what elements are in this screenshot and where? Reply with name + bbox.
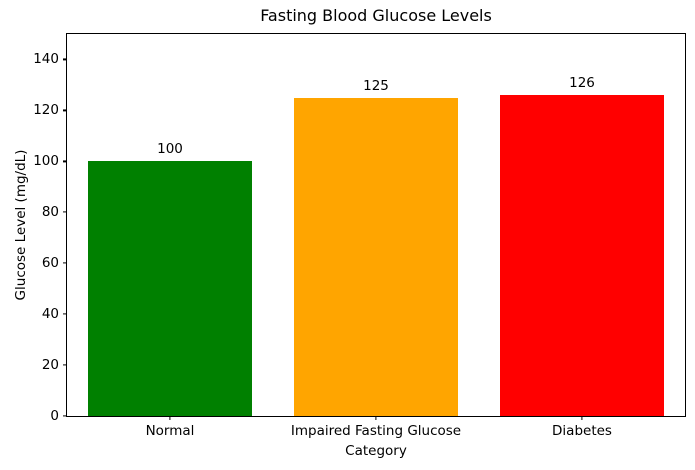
- bar-value-label: 100: [157, 141, 183, 158]
- y-tick-mark: [63, 364, 67, 366]
- y-axis-label: Glucose Level (mg/dL): [13, 149, 29, 301]
- x-tick-mark: [169, 416, 171, 420]
- y-tick-label: 140: [33, 51, 59, 68]
- y-tick-mark: [63, 160, 67, 162]
- x-tick-label: Diabetes: [552, 423, 612, 439]
- x-tick-label: Normal: [145, 423, 195, 439]
- y-tick-mark: [63, 58, 67, 61]
- bar-value-label: 126: [569, 75, 595, 92]
- x-tick-label: Impaired Fasting Glucose: [290, 423, 462, 439]
- y-tick-mark: [63, 313, 67, 315]
- y-tick-mark: [63, 262, 67, 264]
- y-tick-label: 20: [41, 357, 59, 374]
- bar: [293, 97, 459, 416]
- x-axis-label: Category: [345, 443, 407, 459]
- x-tick-mark: [581, 416, 583, 420]
- bar: [87, 161, 253, 416]
- bar: [499, 95, 665, 416]
- y-tick-label: 0: [50, 408, 59, 424]
- bar-value-label: 125: [363, 77, 389, 94]
- chart-title: Fasting Blood Glucose Levels: [260, 6, 492, 25]
- y-tick-label: 80: [41, 204, 59, 221]
- y-tick-mark: [63, 415, 67, 417]
- y-tick-label: 60: [41, 255, 59, 272]
- y-tick-mark: [63, 109, 67, 111]
- y-tick-label: 100: [33, 153, 59, 170]
- y-tick-label: 120: [33, 102, 59, 119]
- x-tick-mark: [375, 416, 377, 420]
- y-tick-mark: [63, 211, 67, 213]
- plot-area: 0 20 40 60 80 100 120 140 100 Normal 125 Impaired F…: [33, 33, 686, 439]
- y-tick-label: 40: [41, 306, 59, 323]
